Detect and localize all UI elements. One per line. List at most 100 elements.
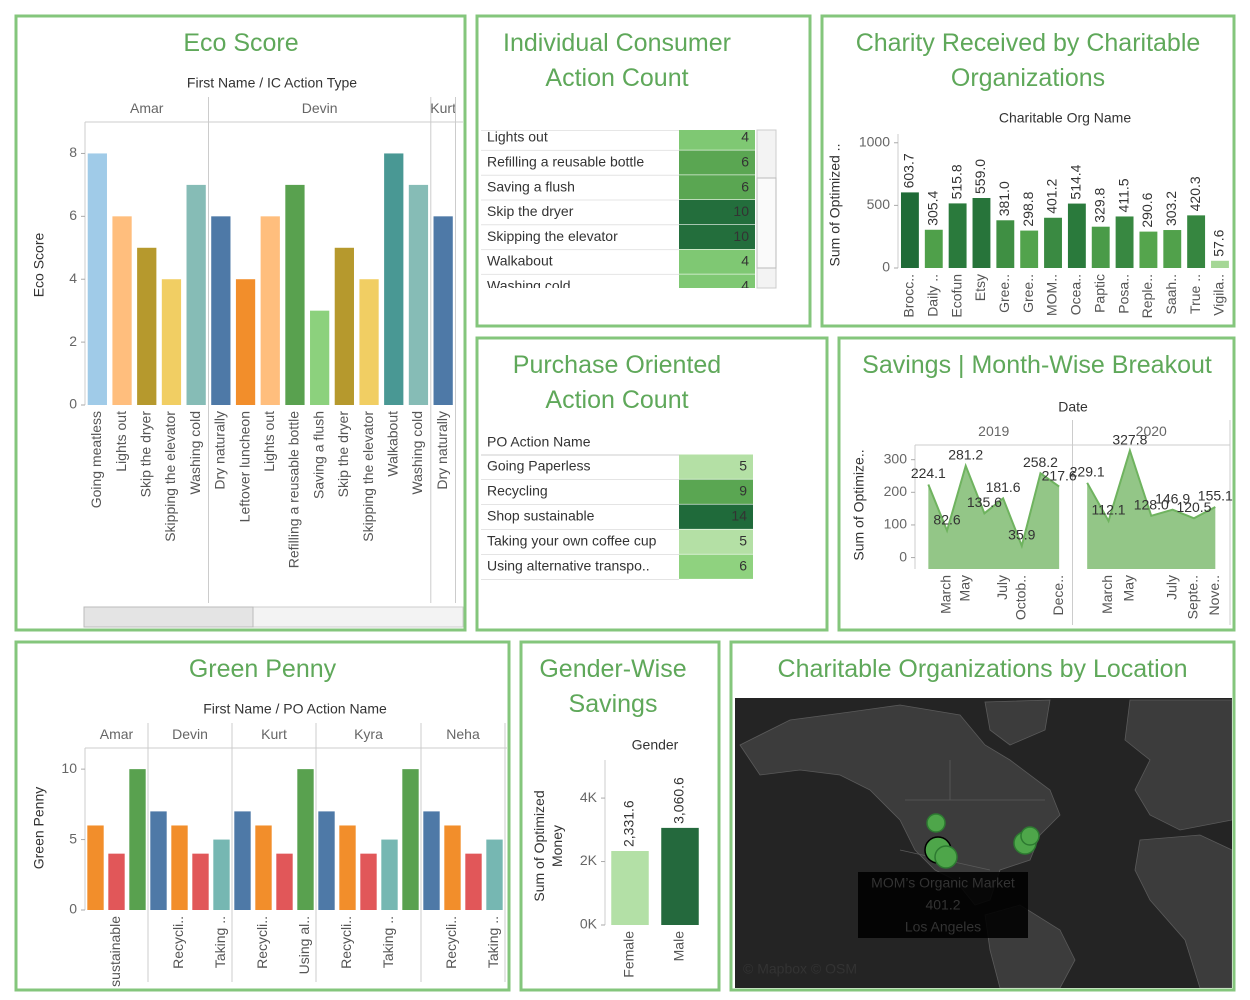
data-label: 2,331.6 bbox=[621, 800, 637, 847]
cell-value: 5 bbox=[739, 533, 747, 549]
x-tick-label: Ocea.. bbox=[1068, 274, 1084, 315]
cell-value: 6 bbox=[741, 178, 749, 194]
panel-po-action-count bbox=[475, 336, 829, 632]
bar bbox=[1163, 230, 1182, 268]
bar bbox=[1211, 260, 1229, 268]
y-tick-label: 2K bbox=[580, 852, 598, 868]
x-tick-label: True .. bbox=[1187, 274, 1203, 314]
y-tick-label: 200 bbox=[884, 483, 908, 499]
group-header: Kurt bbox=[430, 100, 456, 116]
bar bbox=[1139, 231, 1158, 268]
row-label: Saving a flush bbox=[487, 178, 575, 194]
data-label: 515.8 bbox=[948, 164, 964, 199]
chart-table: IC Action Type Lights out 4 Refilling a reu… bbox=[481, 129, 755, 294]
row-label: Skip the dryer bbox=[487, 203, 574, 219]
y-tick-label: 0K bbox=[580, 916, 598, 932]
bar bbox=[285, 184, 305, 405]
chart-title: Individual Consumer Action Count bbox=[503, 29, 731, 92]
row-label: Walkabout bbox=[487, 253, 553, 269]
bar bbox=[381, 839, 398, 910]
x-tick-label: Taking .. bbox=[380, 916, 396, 968]
data-label: 217.6 bbox=[1042, 467, 1077, 483]
x-tick-label: Recycli.. bbox=[338, 916, 354, 969]
group-header: Amar bbox=[100, 726, 134, 742]
data-label: 258.2 bbox=[1023, 454, 1058, 470]
x-tick-label: Gree.. bbox=[996, 274, 1012, 313]
group-header: Amar bbox=[130, 100, 164, 116]
header: Charitable Org Name bbox=[999, 110, 1131, 126]
bar bbox=[384, 153, 404, 405]
cell-value: 4 bbox=[741, 129, 749, 145]
data-label: 281.2 bbox=[948, 447, 983, 463]
data-label: 112.1 bbox=[1092, 502, 1126, 518]
chart-map: MOM’s Organic Market 401.2 Los Angeles © Ma… bbox=[743, 872, 1028, 977]
x-tick-label: Recycli.. bbox=[443, 916, 459, 969]
y-tick-label: 500 bbox=[867, 196, 891, 212]
tooltip-name: MOM’s Organic Market bbox=[871, 875, 1015, 891]
x-tick-label: Female bbox=[621, 931, 637, 978]
bar bbox=[360, 853, 377, 910]
cell bbox=[679, 274, 755, 288]
y-tick-label: 6 bbox=[69, 207, 77, 223]
bar bbox=[1067, 203, 1086, 268]
bar bbox=[129, 769, 146, 910]
data-label: 146.9 bbox=[1155, 490, 1190, 506]
map-attribution: © Mapbox © OSM bbox=[743, 961, 857, 977]
bar bbox=[1044, 217, 1062, 268]
bar bbox=[186, 184, 206, 405]
cell bbox=[679, 454, 753, 479]
row-label: Refilling a reusable bottle bbox=[487, 154, 644, 170]
group-header: 2020 bbox=[1136, 423, 1167, 439]
data-label: 514.4 bbox=[1068, 164, 1084, 199]
x-tick-label: Saving a flush bbox=[310, 411, 326, 499]
greenland bbox=[984, 699, 1051, 746]
cell-value: 4 bbox=[741, 278, 749, 294]
x-tick-label: Going meatless bbox=[88, 411, 104, 508]
y-tick-label: 1000 bbox=[859, 133, 890, 149]
x-tick-label: Refilling a reusable bottle bbox=[286, 411, 302, 568]
x-tick-label: Washing cold bbox=[187, 411, 203, 495]
row-label: Skipping the elevator bbox=[487, 228, 618, 244]
group-header: Neha bbox=[446, 726, 480, 742]
map-point[interactable] bbox=[926, 813, 946, 833]
chart-bar: Gender 0K 2K 4K 2,331.6 Female 3,060.6 Male bbox=[580, 737, 699, 978]
cell-value: 10 bbox=[733, 228, 749, 244]
bar bbox=[465, 853, 482, 910]
chart-title: Charity Received by Charitable Organizat… bbox=[855, 29, 1201, 92]
bar bbox=[112, 216, 132, 405]
bar bbox=[108, 853, 125, 910]
bar bbox=[996, 220, 1015, 268]
europe bbox=[1124, 699, 1232, 831]
row-label: Washing cold bbox=[487, 278, 571, 294]
x-tick-label: Taking .. bbox=[485, 916, 501, 968]
cell-value: 9 bbox=[739, 483, 747, 499]
map-point[interactable] bbox=[1020, 826, 1040, 846]
area-line bbox=[927, 462, 1060, 550]
cell-value: 14 bbox=[731, 508, 747, 524]
scrollbar-thumb[interactable] bbox=[756, 177, 777, 269]
chart-title: Charitable Organizations by Location bbox=[777, 655, 1188, 683]
cell-value: 4 bbox=[741, 253, 749, 269]
map-points[interactable] bbox=[924, 813, 1040, 869]
scrollbar-thumb[interactable] bbox=[83, 606, 254, 628]
y-tick-label: 0 bbox=[69, 901, 77, 917]
map[interactable] bbox=[735, 698, 1232, 988]
data-label: 181.6 bbox=[986, 479, 1021, 495]
data-label: 381.0 bbox=[996, 181, 1012, 216]
cell-value: 6 bbox=[741, 154, 749, 170]
x-tick-label: Using al.. bbox=[296, 916, 312, 974]
bar bbox=[260, 216, 280, 405]
x-tick-label: MOM.. bbox=[1044, 274, 1060, 316]
x-tick-label: Daily .. bbox=[924, 274, 940, 317]
area bbox=[1087, 450, 1216, 569]
x-tick-label: Dece.. bbox=[1050, 575, 1066, 615]
data-label: 35.9 bbox=[1008, 527, 1035, 543]
data-label: 224.1 bbox=[911, 465, 946, 481]
bar bbox=[433, 216, 453, 405]
y-tick-label: 4K bbox=[580, 789, 598, 805]
x-tick-label: Vigila.. bbox=[1211, 274, 1227, 316]
y-tick-label: 300 bbox=[884, 450, 908, 466]
map-point[interactable] bbox=[934, 845, 958, 869]
